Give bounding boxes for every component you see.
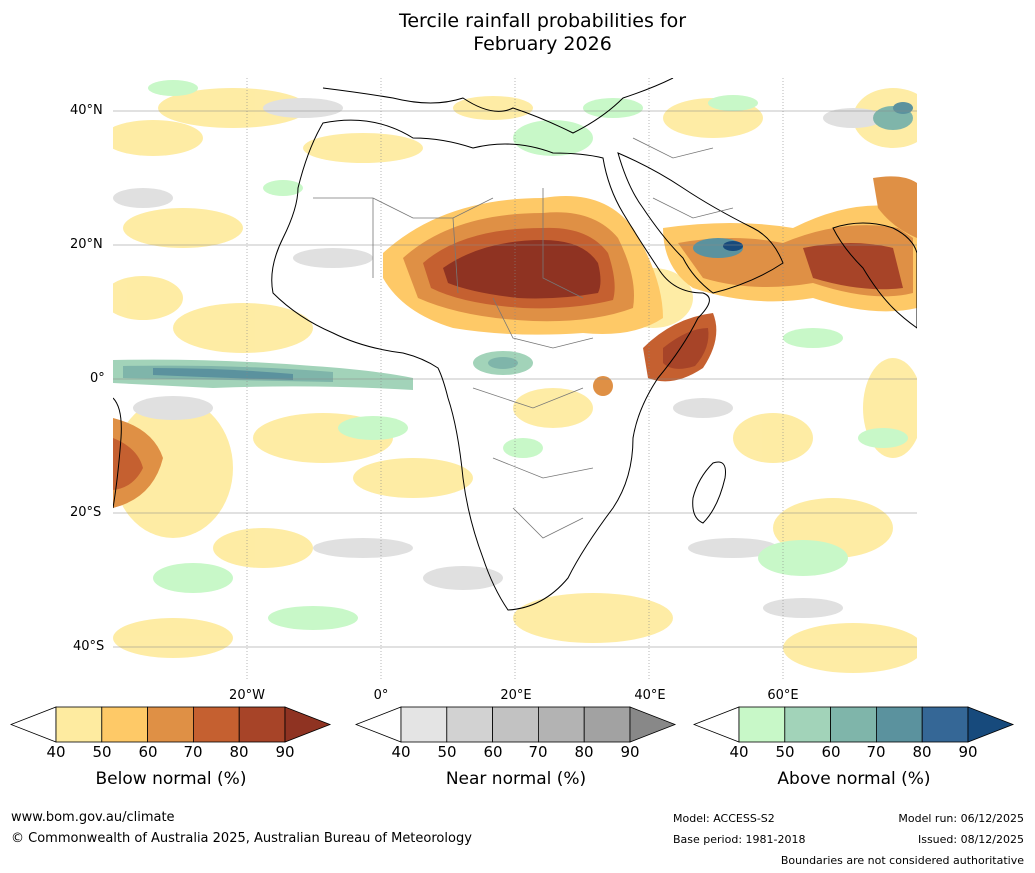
footer-base-period: Base period: 1981-2018 <box>673 833 806 846</box>
tick-above-90: 90 <box>958 743 978 761</box>
tick-below-60: 60 <box>138 743 158 761</box>
lon-label-0: 0° <box>373 688 389 703</box>
colorbar-segment <box>784 706 832 743</box>
tick-near-70: 70 <box>528 743 548 761</box>
tick-near-40: 40 <box>391 743 411 761</box>
colorbar-extend-low <box>355 706 402 743</box>
colorbar-segment <box>492 706 539 743</box>
rainfall-probability-map[interactable] <box>113 78 917 681</box>
tick-below-80: 80 <box>229 743 249 761</box>
colorbar-segment <box>738 706 786 743</box>
lat-label-0: 0° <box>90 371 105 386</box>
near-normal-patches <box>113 98 883 618</box>
tick-near-60: 60 <box>483 743 503 761</box>
tick-above-80: 80 <box>912 743 932 761</box>
colorbar-segment <box>875 706 923 743</box>
below-normal-horn-region <box>593 313 717 396</box>
colorbar-extend-low <box>10 706 57 743</box>
tick-near-50: 50 <box>437 743 457 761</box>
colorbar-segment <box>101 706 149 743</box>
colorbar-segment <box>537 706 585 743</box>
india-coastline <box>832 222 917 329</box>
colorbar-extend-high <box>629 706 677 743</box>
colorbar-label-above: Above normal (%) <box>777 769 931 789</box>
colorbar-segment <box>238 706 286 743</box>
footer-issued: Issued: 08/12/2025 <box>917 833 1024 846</box>
graticule <box>113 78 917 681</box>
colorbar-ticks-near: 40 50 60 70 80 90 <box>355 743 677 763</box>
tick-above-60: 60 <box>821 743 841 761</box>
tick-above-40: 40 <box>729 743 749 761</box>
tick-near-80: 80 <box>574 743 594 761</box>
below-normal-angola-coast <box>113 418 163 508</box>
lon-label-20e: 20°E <box>500 688 532 703</box>
lon-label-20w: 20°W <box>229 688 265 703</box>
colorbar-label-below: Below normal (%) <box>95 769 247 789</box>
lat-label-20n: 20°N <box>70 237 103 252</box>
footer-url[interactable]: www.bom.gov.au/climate <box>11 810 175 825</box>
lat-label-20s: 20°S <box>70 505 102 520</box>
colorbar-segment <box>446 706 494 743</box>
africa-coastline <box>271 119 710 611</box>
colorbar-segment <box>55 706 103 743</box>
lat-label-40n: 40°N <box>70 103 103 118</box>
colorbar-extend-high <box>967 706 1015 743</box>
chart-title: Tercile rainfall probabilities for Febru… <box>0 10 1035 56</box>
lon-label-40e: 40°E <box>634 688 666 703</box>
above-normal-light-patches <box>148 80 908 630</box>
footer-model-run: Model run: 06/12/2025 <box>898 812 1024 825</box>
lon-label-60e: 60°E <box>767 688 799 703</box>
title-line-2: February 2026 <box>473 33 612 55</box>
tick-above-70: 70 <box>866 743 886 761</box>
colorbar-segment <box>830 706 877 743</box>
colorbar-segment <box>921 706 969 743</box>
above-normal-equatorial-band <box>113 351 533 390</box>
colorbar-segment <box>192 706 240 743</box>
below-normal-arabia-india-region <box>663 176 917 312</box>
colorbar-segment <box>400 706 448 743</box>
colorbar-label-near: Near normal (%) <box>445 769 587 789</box>
south-america-coastline <box>113 397 122 509</box>
colorbar-segment <box>147 706 194 743</box>
tick-above-50: 50 <box>775 743 795 761</box>
tick-below-70: 70 <box>183 743 203 761</box>
tick-below-90: 90 <box>275 743 295 761</box>
lat-label-40s: 40°S <box>73 639 105 654</box>
colorbar-ticks-below: 40 50 60 70 80 90 <box>10 743 332 763</box>
footer-model: Model: ACCESS-S2 <box>673 812 775 825</box>
tick-below-40: 40 <box>46 743 66 761</box>
arabia-coastline <box>617 152 784 294</box>
footer-copyright: © Commonwealth of Australia 2025, Austra… <box>11 831 472 846</box>
madagascar-coastline <box>692 461 726 524</box>
footer-disclaimer: Boundaries are not considered authoritat… <box>780 854 1024 867</box>
colorbar-below-normal <box>10 706 332 743</box>
tick-below-50: 50 <box>92 743 112 761</box>
colorbar-above-normal <box>693 706 1015 743</box>
coastlines <box>113 78 917 611</box>
colorbar-segment <box>583 706 631 743</box>
colorbar-near-normal <box>355 706 677 743</box>
title-line-1: Tercile rainfall probabilities for <box>398 10 687 32</box>
colorbar-extend-low <box>693 706 740 743</box>
tick-near-90: 90 <box>620 743 640 761</box>
country-borders <box>313 137 734 539</box>
colorbar-extend-high <box>284 706 332 743</box>
europe-coastline <box>322 78 674 134</box>
below-normal-sahel-region <box>383 196 663 335</box>
colorbar-ticks-above: 40 50 60 70 80 90 <box>693 743 1015 763</box>
